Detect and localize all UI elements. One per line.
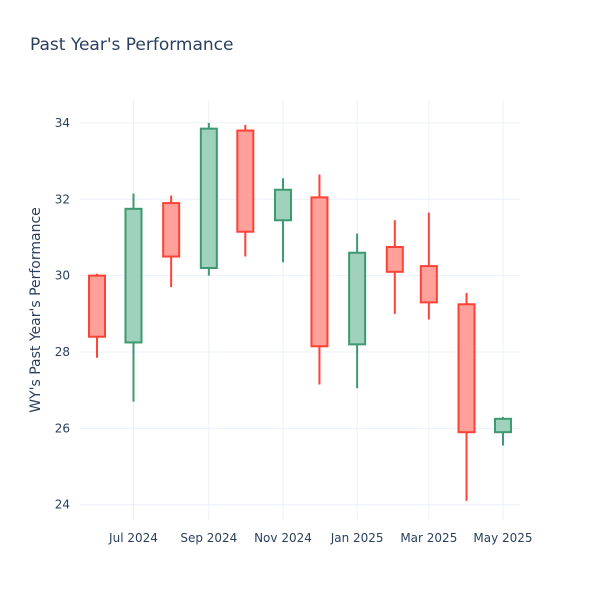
candle-body bbox=[493, 417, 512, 434]
y-tick-label: 24 bbox=[55, 498, 70, 512]
candle-body bbox=[457, 303, 476, 434]
candle-body bbox=[385, 246, 404, 273]
candle-body bbox=[88, 274, 107, 338]
y-tick-label: 30 bbox=[55, 269, 70, 283]
candle bbox=[162, 195, 181, 288]
candle-body bbox=[124, 207, 143, 344]
x-tick-label: Mar 2025 bbox=[400, 531, 457, 545]
candle bbox=[310, 174, 329, 385]
x-tick-label: Jul 2024 bbox=[108, 531, 158, 545]
candle bbox=[273, 178, 292, 263]
candles bbox=[88, 122, 512, 501]
candle-body bbox=[236, 129, 255, 233]
x-tick-label: Jan 2025 bbox=[330, 531, 384, 545]
candle-body bbox=[273, 188, 292, 222]
y-tick-label: 28 bbox=[55, 345, 70, 359]
candle bbox=[88, 273, 107, 358]
candle bbox=[236, 124, 255, 257]
x-tick-label: Nov 2024 bbox=[254, 531, 312, 545]
y-tick-label: 32 bbox=[55, 192, 70, 206]
y-tick-label: 34 bbox=[55, 116, 70, 130]
candle bbox=[385, 220, 404, 314]
candle bbox=[493, 416, 512, 446]
y-axis-label: WY's Past Year's Performance bbox=[28, 207, 44, 413]
grid-lines bbox=[80, 100, 520, 520]
candle bbox=[419, 212, 438, 320]
candle-body bbox=[162, 202, 181, 258]
candle bbox=[457, 292, 476, 501]
y-tick-label: 26 bbox=[55, 421, 70, 435]
candle bbox=[199, 122, 218, 276]
candle-body bbox=[348, 251, 367, 346]
axis-ticks: 24 26 28 30 32 34 Jul 2024 Sep 2024 Nov 2024 Jan … bbox=[55, 116, 533, 545]
candle-body bbox=[419, 265, 438, 304]
x-tick-label: Sep 2024 bbox=[180, 531, 237, 545]
candle-body bbox=[199, 127, 218, 269]
chart-title: Past Year's Performance bbox=[30, 35, 234, 55]
candle bbox=[348, 233, 367, 389]
candle-body bbox=[310, 196, 329, 348]
x-tick-label: May 2025 bbox=[473, 531, 532, 545]
candle bbox=[124, 193, 143, 402]
